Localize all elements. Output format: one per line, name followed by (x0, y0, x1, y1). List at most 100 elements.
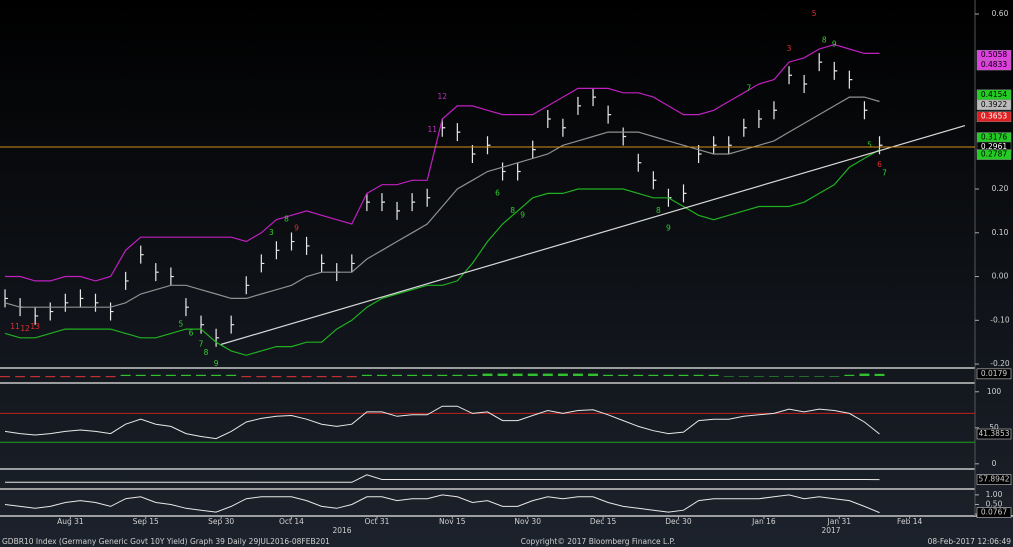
price-bar (728, 136, 732, 155)
y-tick-label: 0.20 (992, 184, 1009, 193)
sequence-count: 9 (520, 210, 525, 219)
x-tick-label: Oct 14 (279, 517, 304, 526)
price-bar (381, 193, 385, 212)
price-bar (833, 61, 838, 80)
y-tick-label: 0.50 (986, 499, 1003, 508)
y-tick-label: 0.60 (992, 9, 1009, 18)
price-bar (622, 127, 627, 146)
histogram-bar (60, 376, 71, 378)
sequence-count: 9 (214, 359, 219, 368)
y-tick-label: -0.10 (990, 315, 1010, 324)
price-bar (290, 232, 295, 251)
last-value-box (976, 507, 1012, 518)
last-value-label: 0.4833 (981, 60, 1007, 69)
price-bar (532, 140, 536, 159)
histogram-bar (603, 374, 614, 376)
histogram-bar (829, 376, 840, 377)
last-value-label: 0.2787 (981, 150, 1007, 159)
histogram-bar (844, 374, 855, 376)
price-bar (547, 110, 551, 129)
price-bar (456, 123, 461, 142)
price-bar (471, 145, 476, 164)
histogram-bar (557, 373, 568, 376)
x-tick-label: Oct 31 (364, 517, 389, 526)
histogram-bar (814, 376, 825, 377)
sequence-count: 8 (822, 35, 827, 44)
price-bar (441, 118, 446, 137)
price-bar (607, 105, 612, 124)
y-tick-label: -0.20 (990, 359, 1010, 368)
histogram-bar (196, 374, 206, 376)
histogram-bar (256, 376, 267, 378)
histogram-bar (0, 376, 10, 378)
histogram-bar (90, 376, 101, 378)
price-bar (230, 315, 235, 334)
y-tick-label: 50 (989, 423, 999, 432)
last-value-box (976, 149, 1012, 160)
price-bar (713, 136, 717, 155)
price-bar (321, 254, 325, 273)
sequence-count: 6 (495, 188, 500, 197)
histogram-bar (588, 373, 598, 376)
histogram-bar (497, 373, 508, 376)
histogram-bar (75, 376, 86, 378)
histogram-bar (663, 374, 674, 376)
sequence-count: 6 (877, 160, 882, 169)
histogram-bar (542, 373, 553, 376)
y-tick-label: 0.10 (992, 228, 1009, 237)
sequence-count: 3 (269, 228, 274, 237)
price-bar (4, 289, 9, 308)
last-value-label: 0.0179 (981, 369, 1007, 378)
price-bar (788, 66, 793, 85)
price-bar (426, 188, 431, 207)
sequence-count: 6 (189, 328, 194, 337)
last-value-box (976, 474, 1012, 485)
histogram-bar (226, 374, 237, 376)
histogram-bar (437, 374, 448, 376)
histogram-bar (165, 374, 176, 376)
histogram-bar (723, 376, 734, 377)
price-bar (94, 293, 99, 312)
histogram-bar (467, 374, 478, 376)
histogram-bar (271, 376, 282, 378)
last-value-label: 0.0767 (981, 508, 1007, 517)
histogram-bar (633, 374, 644, 376)
sequence-count: 8 (510, 206, 515, 215)
price-bar (743, 118, 747, 137)
x-tick-label: Nov 15 (439, 517, 466, 526)
sequence-count: 13 (30, 322, 40, 331)
sequence-count: 7 (746, 83, 751, 92)
price-bar (34, 306, 39, 325)
price-bar (517, 162, 521, 181)
histogram-bar (573, 373, 583, 376)
histogram-bar (799, 376, 810, 377)
sequence-count: 3 (787, 44, 792, 53)
band-line (5, 43, 880, 282)
price-bar (758, 110, 762, 129)
price-bar (79, 289, 84, 308)
histogram-bar (452, 374, 463, 376)
last-value-label: 0.5058 (981, 50, 1007, 59)
price-bar (652, 171, 657, 190)
histogram-bar (784, 376, 795, 377)
histogram-bar (286, 376, 297, 378)
histogram-bar (30, 376, 41, 378)
last-value-label: 41.3853 (978, 429, 1009, 438)
last-value-box (976, 111, 1012, 122)
sequence-count: 8 (284, 215, 289, 224)
last-value-label: 0.2961 (981, 142, 1007, 151)
histogram-bar (708, 374, 719, 376)
sequence-count: 11 (427, 125, 437, 134)
x-tick-label: Sep 15 (133, 517, 159, 526)
x-tick-label: Dec 30 (665, 517, 692, 526)
price-bar (848, 70, 853, 89)
sequence-count: 9 (294, 223, 299, 232)
histogram-bar (648, 374, 659, 376)
price-bar (275, 241, 280, 260)
histogram-bar (482, 373, 493, 376)
price-bar (215, 328, 220, 347)
price-bar (260, 254, 265, 273)
x-tick-label: Jan 31 (827, 517, 852, 526)
last-value-label: 57.8942 (978, 475, 1009, 484)
histogram-bar (15, 376, 26, 378)
